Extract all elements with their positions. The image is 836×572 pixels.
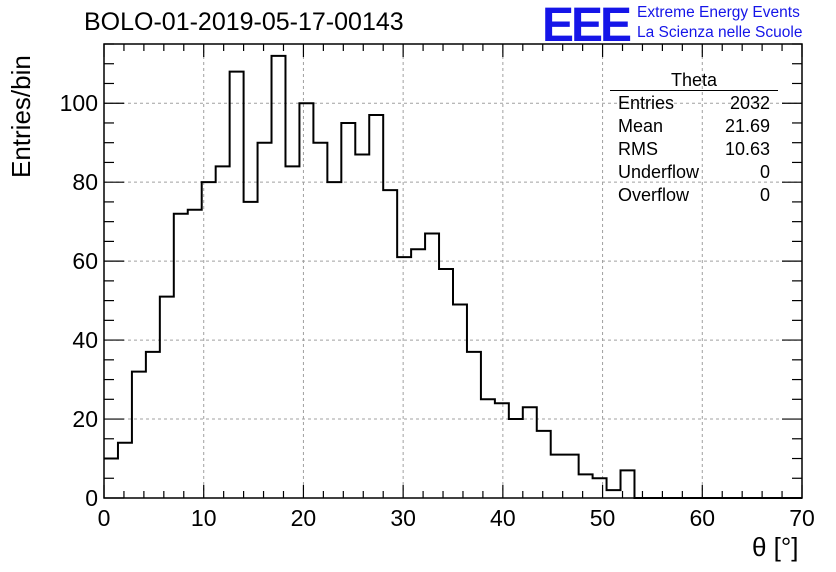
x-tick-label: 0 [98, 505, 111, 531]
logo-subtitle-line2: La Scienza nelle Scuole [637, 24, 803, 41]
x-tick-label: 10 [191, 505, 217, 531]
stats-label: Mean [618, 116, 664, 136]
stats-value: 0 [759, 185, 770, 205]
y-tick-label: 60 [72, 248, 98, 274]
axis-ticks [103, 43, 803, 499]
x-tick-label: 20 [291, 505, 317, 531]
stats-value: 21.69 [724, 116, 770, 136]
eee-logo: EEE [542, 0, 632, 52]
x-axis-label: θ [°] [752, 532, 799, 562]
stats-row-mean: Mean 21.69 [610, 115, 778, 138]
grid-lines [104, 44, 802, 498]
x-tick-label: 70 [789, 505, 815, 531]
stats-value: 0 [759, 162, 770, 182]
stats-row-overflow: Overflow 0 [610, 184, 778, 207]
x-tick-label: 40 [490, 505, 516, 531]
stats-value: 10.63 [724, 139, 770, 159]
y-axis-label: Entries/bin [6, 55, 36, 178]
x-tick-label: 30 [390, 505, 416, 531]
y-tick-label: 40 [72, 327, 98, 353]
y-tick-label: 0 [85, 485, 98, 511]
stats-row-rms: RMS 10.63 [610, 138, 778, 161]
stats-box: Theta Entries 2032 Mean 21.69 RMS 10.63 … [610, 70, 778, 207]
chart-title: BOLO-01-2019-05-17-00143 [84, 8, 404, 36]
stats-label: Entries [618, 93, 675, 113]
stats-title: Theta [610, 70, 778, 91]
stats-row-entries: Entries 2032 [610, 92, 778, 115]
y-tick-label: 100 [60, 90, 98, 116]
stats-label: Underflow [618, 162, 700, 182]
theta-histogram-line [104, 54, 802, 499]
x-tick-label: 60 [689, 505, 715, 531]
stats-row-underflow: Underflow 0 [610, 161, 778, 184]
logo-subtitle-line1: Extreme Energy Events [637, 4, 800, 21]
y-tick-label: 20 [72, 406, 98, 432]
stats-label: Overflow [618, 185, 690, 205]
x-tick-label: 50 [590, 505, 616, 531]
stats-value: 2032 [729, 93, 770, 113]
tick-labels: 0 10 20 30 40 50 60 70 0 20 40 60 80 100 [60, 90, 815, 531]
plot-frame [103, 43, 803, 499]
y-tick-label: 80 [72, 169, 98, 195]
stats-label: RMS [618, 139, 658, 159]
